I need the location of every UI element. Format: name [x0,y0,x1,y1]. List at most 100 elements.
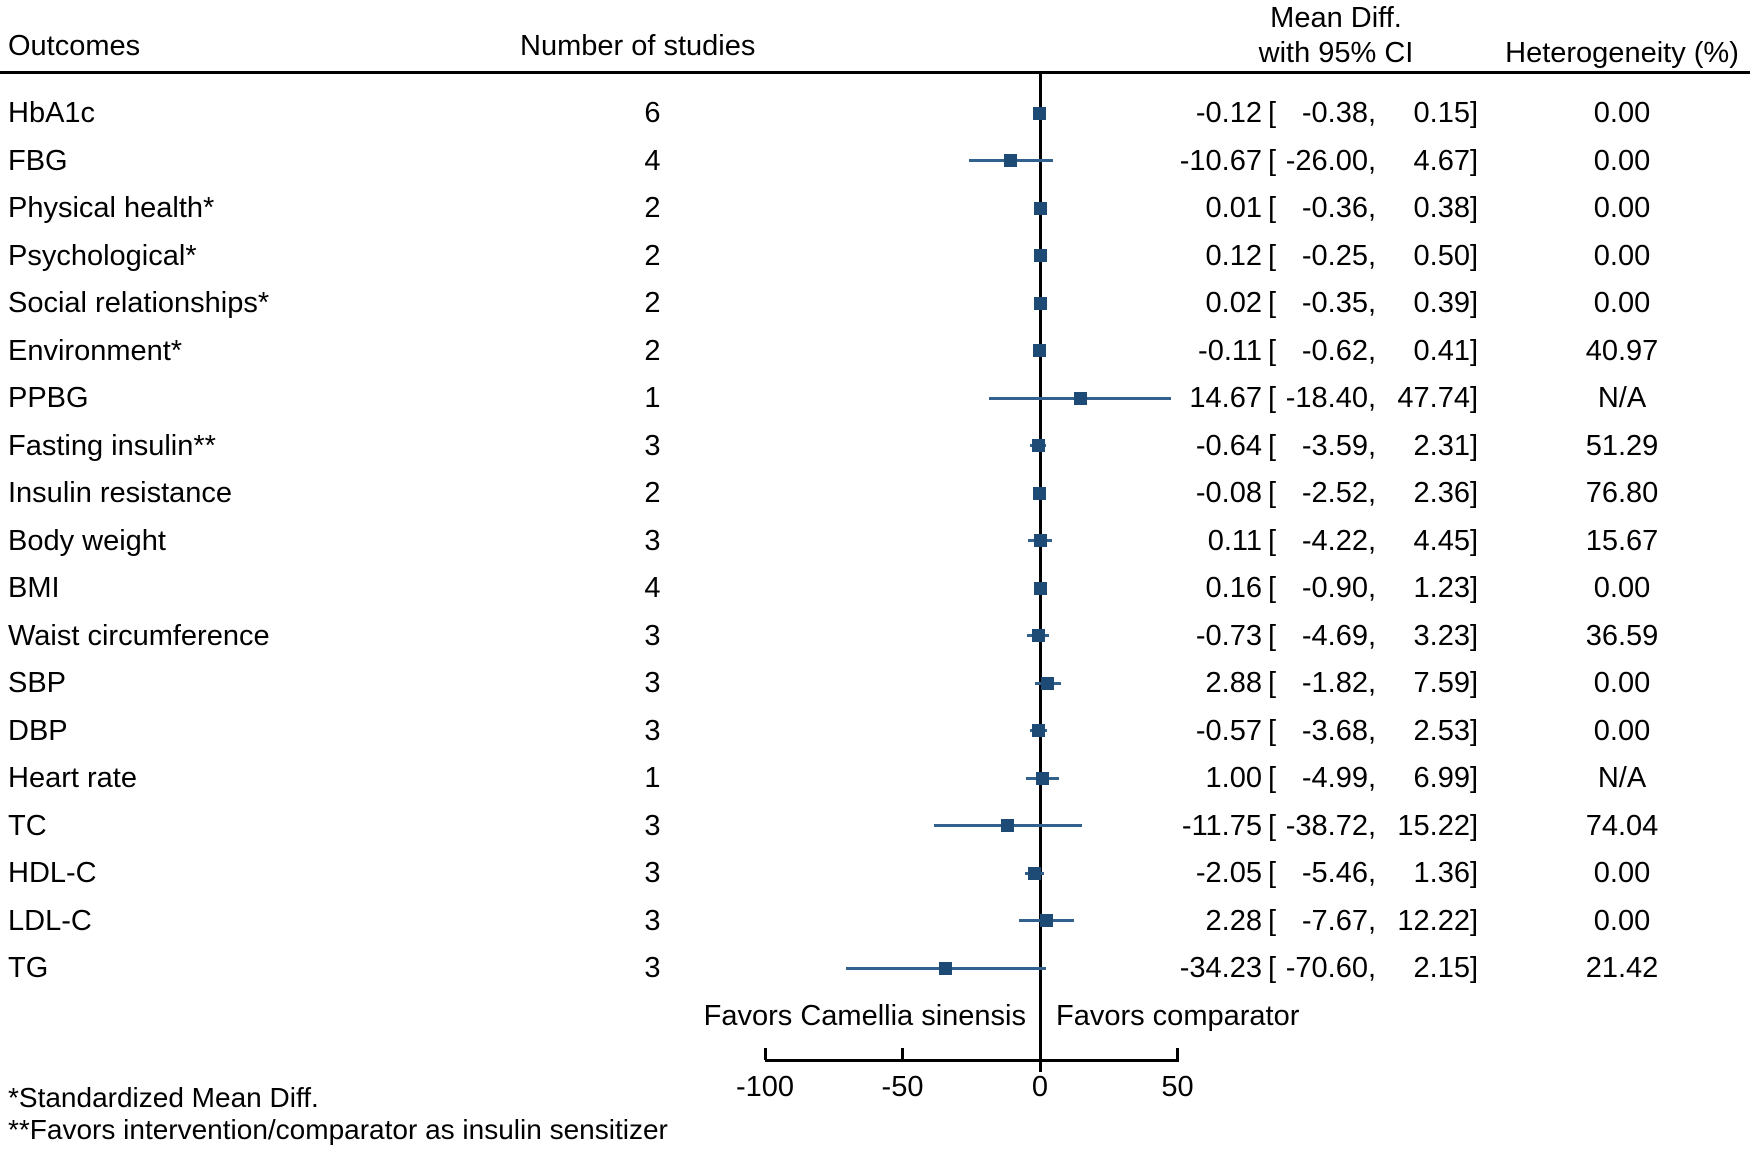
ci-lower-value: -4.69 [1301,619,1368,652]
close-bracket: ] [1470,334,1479,367]
comma: , [1368,762,1377,794]
heterogeneity-value: 0.00 [1593,192,1651,224]
ci-lower-value: -5.46 [1301,857,1368,889]
comma: , [1368,809,1377,842]
favors-right-label: Favors comparator [1056,1000,1300,1032]
point-estimate-marker [1031,629,1045,642]
x-axis-tick-label: -100 [735,1071,795,1103]
estimate-value: -34.23 [1179,952,1262,984]
ci-upper-value: 6.99 [1413,762,1470,794]
comma: , [1368,857,1377,889]
close-bracket: ] [1470,904,1479,937]
outcomes-column-header: Outcomes [8,30,141,62]
estimate-value: 0.02 [1205,287,1262,319]
heterogeneity-value: 0.00 [1593,714,1651,747]
ci-upper-value: 2.31 [1413,429,1470,462]
ci-upper-value: 0.41 [1413,334,1470,367]
point-estimate-marker [939,961,953,975]
close-bracket: ] [1470,382,1479,414]
ci-lower-value: -2.52 [1301,477,1368,509]
open-bracket: [ [1268,809,1277,842]
point-estimate-marker [1033,581,1047,595]
studies-count: 2 [644,334,661,367]
table-row: HbA1c 6 -0.12[-0.38, 0.15] 0.00 [0,93,1750,133]
outcome-label: Insulin resistance [8,477,233,509]
comma: , [1368,239,1377,272]
x-axis-line [765,1059,1179,1062]
footnote-standardized: *Standardized Mean Diff. [8,1082,319,1113]
heterogeneity-value: 0.00 [1593,572,1651,604]
x-axis-tick-label: 0 [1031,1071,1049,1103]
comma: , [1368,904,1377,937]
open-bracket: [ [1268,334,1277,367]
ci-lower-value: -7.67 [1301,904,1368,937]
ci-lower-value: -70.60 [1285,952,1368,984]
ci-lower-value: -38.72 [1285,809,1368,842]
point-estimate-marker [1036,771,1050,785]
heterogeneity-value: 76.80 [1585,477,1659,509]
outcome-label: Fasting insulin** [8,429,216,462]
heterogeneity-value: 40.97 [1585,334,1659,367]
table-row: Psychological* 2 0.12[-0.25, 0.50] 0.00 [0,236,1750,276]
ci-lower-value: -4.99 [1301,762,1368,794]
comma: , [1368,667,1377,699]
ci-lower-value: -3.68 [1301,714,1368,747]
studies-count: 1 [644,382,661,414]
open-bracket: [ [1268,192,1277,224]
estimate-value: -0.11 [1198,334,1262,367]
ci-upper-value: 47.74 [1397,382,1470,414]
studies-count: 4 [644,572,661,604]
open-bracket: [ [1268,572,1277,604]
outcome-label: Social relationships* [8,287,270,319]
point-estimate-marker [1033,296,1047,310]
close-bracket: ] [1470,619,1479,652]
close-bracket: ] [1470,192,1479,224]
ci-upper-value: 15.22 [1397,809,1470,842]
outcome-label: Body weight [8,524,166,557]
heterogeneity-value: 0.00 [1593,904,1651,937]
table-row: SBP 3 2.88[-1.82, 7.59] 0.00 [0,663,1750,703]
estimate-value: -0.08 [1195,477,1262,509]
heterogeneity-value: 0.00 [1593,97,1651,129]
table-row: TG 3 -34.23[-70.60, 2.15] 21.42 [0,948,1750,988]
comma: , [1368,714,1377,747]
ci-upper-value: 0.38 [1413,192,1470,224]
estimate-value: 1.00 [1205,762,1262,794]
close-bracket: ] [1470,809,1479,842]
studies-count: 3 [644,714,661,747]
ci-lower-value: -1.82 [1301,667,1368,699]
ci-upper-value: 1.36 [1413,857,1470,889]
close-bracket: ] [1470,524,1479,557]
outcome-label: Waist circumference [8,619,270,652]
open-bracket: [ [1268,857,1277,889]
heterogeneity-value: 0.00 [1593,287,1651,319]
outcome-label: LDL-C [8,904,92,937]
point-estimate-marker [1033,486,1047,500]
close-bracket: ] [1470,477,1479,509]
open-bracket: [ [1268,97,1277,129]
point-estimate-marker [1041,676,1055,690]
point-estimate-marker [1033,344,1047,357]
point-estimate-marker [1033,534,1047,547]
comma: , [1368,524,1377,557]
studies-count: 2 [644,477,661,509]
studies-count: 6 [644,97,661,129]
studies-count: 3 [644,857,661,889]
outcome-label: TC [8,809,47,842]
open-bracket: [ [1268,714,1277,747]
studies-count: 2 [644,192,661,224]
studies-count: 3 [644,429,661,462]
outcome-label: TG [8,952,49,984]
heterogeneity-value: 74.04 [1585,809,1659,842]
ci-lower-value: -3.59 [1301,429,1368,462]
heterogeneity-value: 0.00 [1593,857,1651,889]
table-row: BMI 4 0.16[-0.90, 1.23] 0.00 [0,568,1750,608]
ci-lower-value: -0.36 [1301,192,1368,224]
estimate-value: -11.75 [1181,809,1262,842]
ci-upper-value: 4.45 [1413,524,1470,557]
ci-lower-value: -0.35 [1301,287,1368,319]
ci-upper-value: 2.53 [1413,714,1470,747]
close-bracket: ] [1470,239,1479,272]
ci-lower-value: -0.38 [1301,97,1368,129]
